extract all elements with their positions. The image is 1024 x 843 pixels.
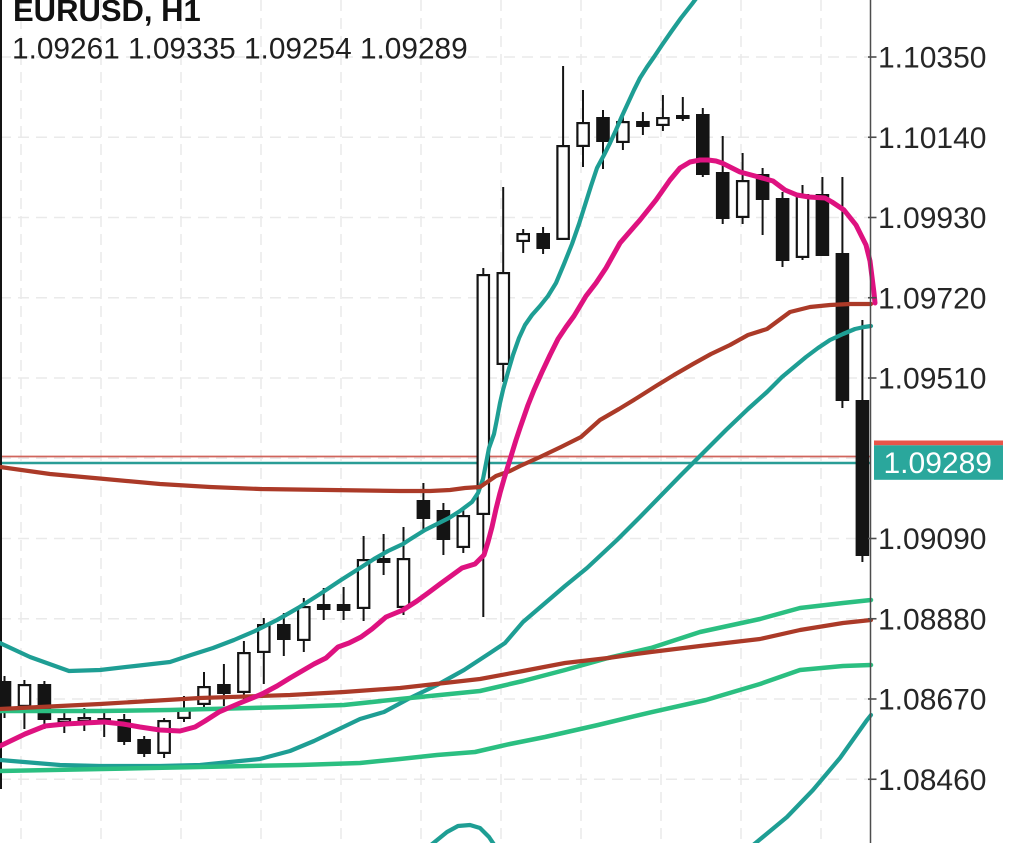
svg-text:1.09930: 1.09930 <box>878 202 986 235</box>
svg-text:1.09720: 1.09720 <box>878 282 986 315</box>
svg-text:1.09289: 1.09289 <box>884 447 992 480</box>
svg-text:1.10350: 1.10350 <box>878 42 986 75</box>
svg-text:1.09261 1.09335 1.09254 1.0928: 1.09261 1.09335 1.09254 1.09289 <box>12 33 468 66</box>
svg-text:1.09090: 1.09090 <box>878 523 986 556</box>
svg-text:1.09510: 1.09510 <box>878 363 986 396</box>
svg-text:1.08880: 1.08880 <box>878 603 986 636</box>
svg-text:EURUSD, H1: EURUSD, H1 <box>13 0 201 28</box>
svg-text:1.08460: 1.08460 <box>878 764 986 797</box>
svg-text:1.10140: 1.10140 <box>878 122 986 155</box>
svg-text:1.08670: 1.08670 <box>878 684 986 717</box>
